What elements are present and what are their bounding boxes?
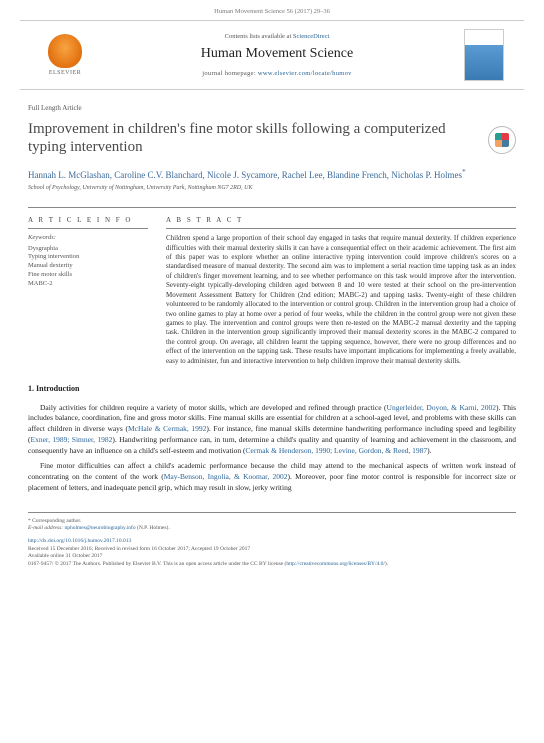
section-heading-intro: 1. Introduction: [28, 384, 516, 394]
sciencedirect-link[interactable]: ScienceDirect: [293, 33, 329, 40]
keyword-item: Typing intervention: [28, 253, 148, 262]
doi-line: http://dx.doi.org/10.1016/j.humov.2017.1…: [28, 538, 516, 545]
license-link[interactable]: http://creativecommons.org/licenses/BY/4…: [286, 561, 385, 567]
running-head: Human Movement Science 56 (2017) 29–36: [0, 0, 544, 20]
journal-cover-thumb: [464, 29, 504, 81]
section-number: 1.: [28, 384, 34, 393]
affiliation: School of Psychology, University of Nott…: [28, 185, 516, 193]
keyword-item: Manual dexterity: [28, 262, 148, 271]
email-label: E-mail address:: [28, 525, 64, 531]
keyword-item: Dysgraphia: [28, 245, 148, 254]
citation-link[interactable]: Cermak & Henderson, 1990; Levine, Gordon…: [246, 446, 428, 455]
email-line: E-mail address: npholmes@neurobiography.…: [28, 525, 516, 532]
body-paragraph: Fine motor difficulties can affect a chi…: [28, 461, 516, 494]
author-list: Hannah L. McGlashan, Caroline C.V. Blanc…: [28, 167, 516, 181]
publisher-logo: ELSEVIER: [40, 30, 90, 80]
citation-link[interactable]: May-Benson, Ingolia, & Koomar, 2002: [164, 472, 288, 481]
citation-link[interactable]: Exner, 1989; Simner, 1982: [31, 435, 113, 444]
citation-link[interactable]: Ungerleider, Doyon, & Karni, 2002: [387, 403, 496, 412]
elsevier-tree-icon: [48, 34, 82, 68]
section-title: Introduction: [36, 384, 79, 393]
issn-text: 0167-9457/ © 2017 The Authors. Published…: [28, 561, 286, 567]
body-paragraph: Daily activities for children require a …: [28, 403, 516, 457]
abstract-text: Children spend a large proportion of the…: [166, 234, 516, 366]
citation-link[interactable]: McHale & Cermak, 1992: [128, 424, 206, 433]
available-line: Available online 31 October 2017: [28, 553, 516, 560]
doi-value: 10.1016/j.humov.2017.10.013: [65, 538, 131, 544]
abstract-head: A B S T R A C T: [166, 216, 516, 229]
doi-link[interactable]: http://dx.doi.org/10.1016/j.humov.2017.1…: [28, 538, 131, 544]
article-info-head: A R T I C L E I N F O: [28, 216, 148, 229]
keywords-list: Dysgraphia Typing intervention Manual de…: [28, 245, 148, 289]
publisher-label: ELSEVIER: [49, 70, 81, 78]
corresponding-marker: *: [462, 167, 466, 176]
authors-text: Hannah L. McGlashan, Caroline C.V. Blanc…: [28, 170, 462, 180]
keyword-item: MABC-2: [28, 280, 148, 289]
article-footer: * Corresponding author. E-mail address: …: [28, 512, 516, 569]
license-line: 0167-9457/ © 2017 The Authors. Published…: [28, 561, 516, 568]
crossmark-icon: [495, 133, 509, 147]
keyword-item: Fine motor skills: [28, 271, 148, 280]
contents-line: Contents lists available at ScienceDirec…: [90, 33, 464, 41]
para-text: Daily activities for children require a …: [40, 403, 387, 412]
journal-banner: ELSEVIER Contents lists available at Sci…: [20, 20, 524, 90]
keywords-label: Keywords:: [28, 234, 148, 242]
para-text: ).: [427, 446, 431, 455]
crossmark-badge[interactable]: [488, 126, 516, 154]
issn-text-b: ).: [385, 561, 388, 567]
history-line: Received 15 December 2016; Received in r…: [28, 546, 516, 553]
article-title: Improvement in children's fine motor ski…: [28, 120, 480, 158]
email-link[interactable]: npholmes@neurobiography.info: [64, 525, 135, 531]
doi-prefix: http://dx.doi.org/: [28, 538, 65, 544]
contents-prefix: Contents lists available at: [225, 33, 293, 40]
homepage-line: journal homepage: www.elsevier.com/locat…: [90, 70, 464, 78]
corresponding-note: * Corresponding author.: [28, 518, 516, 525]
article-type: Full Length Article: [28, 104, 516, 113]
email-person: (N.P. Holmes).: [136, 525, 170, 531]
journal-name: Human Movement Science: [90, 45, 464, 63]
homepage-prefix: journal homepage:: [202, 70, 258, 77]
homepage-link[interactable]: www.elsevier.com/locate/humov: [258, 70, 352, 77]
